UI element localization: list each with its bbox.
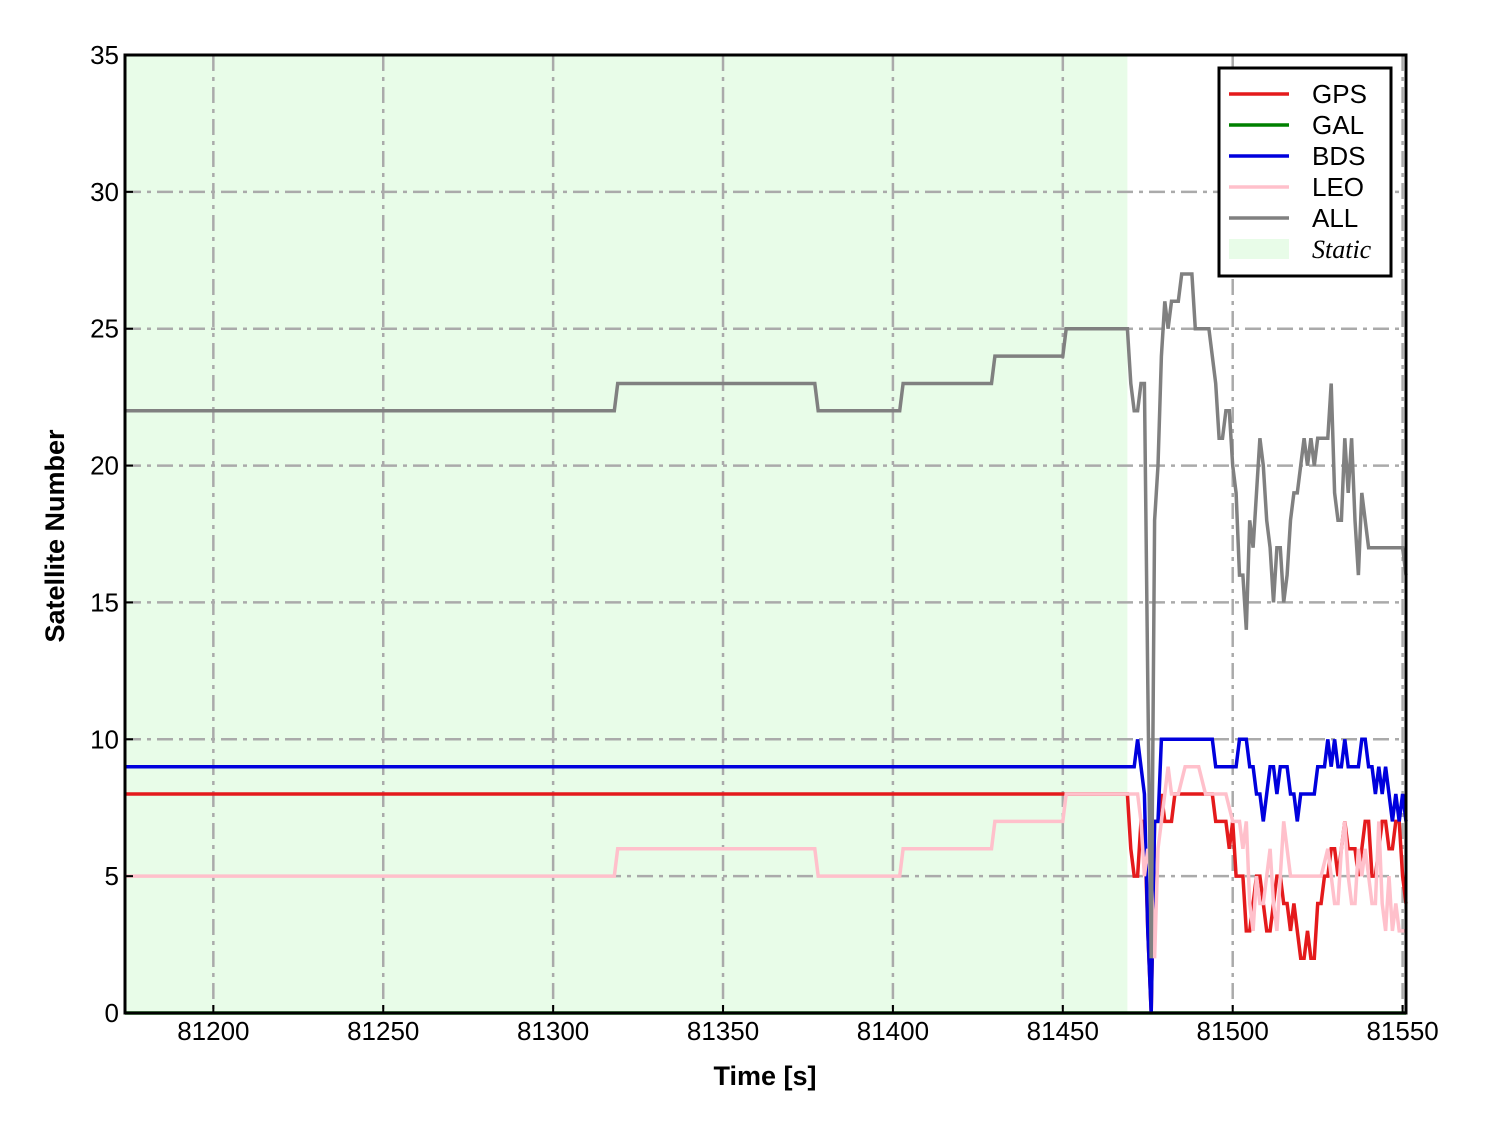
y-tick-label-5: 5: [105, 861, 119, 891]
y-tick-label-25: 25: [90, 314, 119, 344]
legend-swatch-static: [1229, 239, 1289, 259]
x-axis-title: Time [s]: [713, 1061, 816, 1091]
legend-label-leo: LEO: [1312, 172, 1364, 202]
y-tick-label-35: 35: [90, 40, 119, 70]
x-tick-label-81500: 81500: [1197, 1016, 1269, 1046]
x-tick-label-81450: 81450: [1027, 1016, 1099, 1046]
plot-frame-layer: [123, 53, 1408, 1015]
x-tick-label-81550: 81550: [1366, 1016, 1438, 1046]
x-tick-label-81200: 81200: [177, 1016, 249, 1046]
y-axis-title: Satellite Number: [40, 429, 70, 643]
legend-label-gal: GAL: [1312, 110, 1364, 140]
tick-layer: 81200 81250 81300 81350 81400 81450 81500 81550…: [90, 40, 1439, 1046]
plot-frame: [123, 53, 1408, 1015]
y-tick-label-15: 15: [90, 587, 119, 617]
y-tick-label-20: 20: [90, 451, 119, 481]
x-tick-label-81300: 81300: [517, 1016, 589, 1046]
legend-label-gps: GPS: [1312, 79, 1367, 109]
y-tick-label-30: 30: [90, 177, 119, 207]
legend-label-all: ALL: [1312, 203, 1358, 233]
x-tick-label-81400: 81400: [857, 1016, 929, 1046]
y-tick-label-0: 0: [105, 998, 119, 1028]
legend-label-bds: BDS: [1312, 141, 1365, 171]
series-line-all: [125, 272, 1408, 959]
x-tick-label-81350: 81350: [687, 1016, 759, 1046]
static-region-layer: [125, 55, 1128, 1013]
static-region: [125, 55, 1128, 1013]
series-line-bds: [125, 737, 1408, 1014]
series-line-leo: [125, 764, 1406, 959]
legend-label-static: Static: [1312, 235, 1372, 264]
y-tick-label-10: 10: [90, 724, 119, 754]
x-tick-label-81250: 81250: [347, 1016, 419, 1046]
